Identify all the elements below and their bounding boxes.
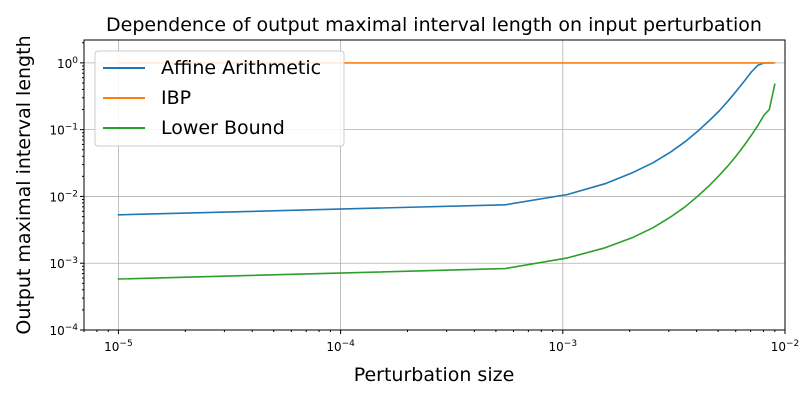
x-tick-label: 10−4: [326, 339, 355, 354]
legend-box: [94, 50, 345, 147]
y-tick-label: 10−3: [49, 256, 78, 271]
legend-label-affine-arithmetic: Affine Arithmetic: [161, 57, 321, 79]
axis-ticks: 10−5 10−4 10−3 10−2 10−4 10−3 10−2 10−1 100: [49, 42, 800, 354]
y-tick-label: 100: [57, 56, 78, 71]
x-tick-label: 10−2: [771, 339, 800, 354]
chart-title: Dependence of output maximal interval le…: [106, 14, 762, 36]
legend: Affine Arithmetic IBP Lower Bound: [94, 50, 345, 147]
x-tick-label: 10−3: [549, 339, 578, 354]
x-tick-label: 10−5: [104, 339, 133, 354]
series-line-affine-arithmetic: [117, 62, 774, 216]
y-axis-label: Output maximal interval length: [13, 35, 35, 334]
series-line-lower-bound: [117, 83, 776, 280]
y-tick-label: 10−2: [49, 189, 78, 204]
legend-label-lower-bound: Lower Bound: [161, 117, 285, 139]
y-tick-label: 10−1: [49, 123, 78, 138]
plot-frame: [83, 39, 786, 331]
x-axis-label: Perturbation size: [354, 364, 515, 386]
y-tick-label: 10−4: [49, 323, 78, 338]
legend-label-ibp: IBP: [161, 87, 191, 109]
